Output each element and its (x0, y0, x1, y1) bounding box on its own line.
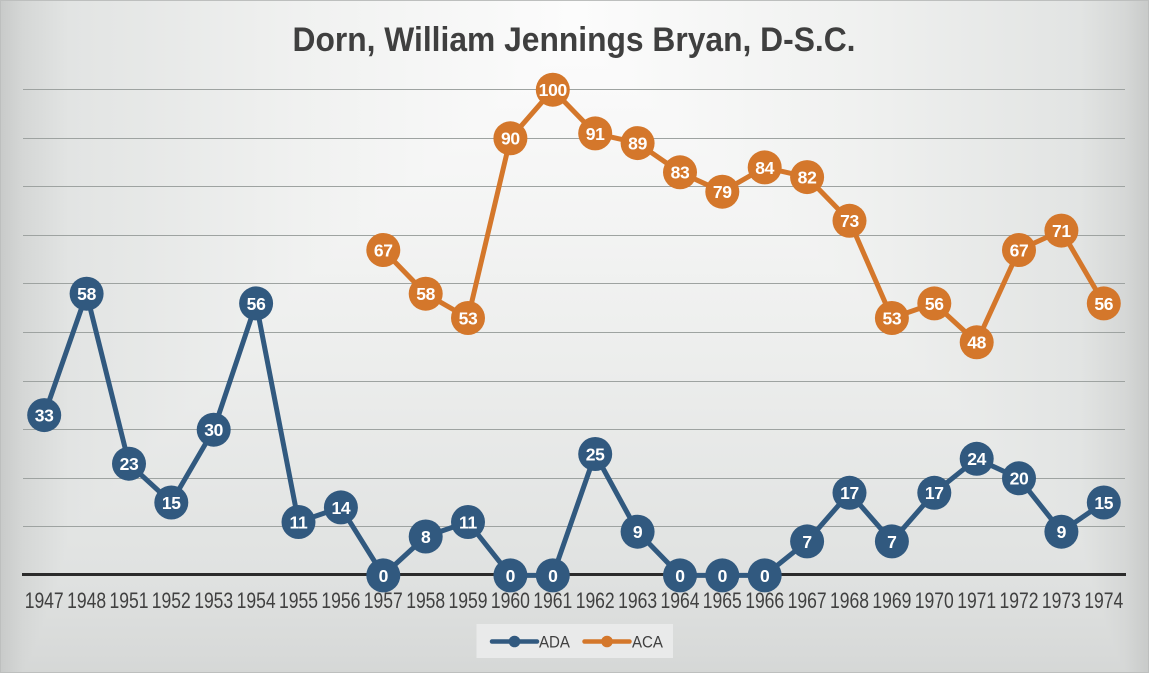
svg-text:1956: 1956 (321, 588, 360, 613)
svg-text:17: 17 (925, 483, 944, 503)
svg-text:Dorn, William Jennings Bryan,: Dorn, William Jennings Bryan, D-S.C. (293, 21, 856, 59)
svg-text:1954: 1954 (237, 588, 276, 613)
svg-text:53: 53 (459, 308, 478, 328)
svg-text:1968: 1968 (830, 588, 869, 613)
svg-text:11: 11 (290, 512, 308, 532)
svg-text:1953: 1953 (194, 588, 233, 613)
svg-text:11: 11 (459, 512, 477, 532)
svg-text:91: 91 (586, 124, 605, 144)
svg-text:7: 7 (887, 532, 896, 552)
svg-text:ADA: ADA (539, 633, 571, 652)
svg-text:17: 17 (840, 483, 859, 503)
svg-text:89: 89 (628, 134, 647, 154)
svg-text:58: 58 (416, 284, 435, 304)
svg-text:1972: 1972 (1000, 588, 1039, 613)
svg-text:1971: 1971 (957, 588, 996, 613)
svg-text:0: 0 (675, 566, 685, 586)
svg-text:79: 79 (713, 182, 732, 202)
svg-text:100: 100 (539, 80, 568, 100)
svg-text:1947: 1947 (25, 588, 64, 613)
svg-text:56: 56 (1094, 294, 1113, 314)
svg-text:48: 48 (967, 333, 986, 353)
svg-text:1958: 1958 (406, 588, 445, 613)
svg-text:1963: 1963 (618, 588, 657, 613)
svg-text:67: 67 (1010, 240, 1029, 260)
svg-text:25: 25 (586, 444, 605, 464)
svg-text:0: 0 (760, 566, 770, 586)
svg-text:0: 0 (506, 566, 516, 586)
svg-text:ACA: ACA (632, 633, 664, 652)
svg-text:0: 0 (548, 566, 558, 586)
svg-text:73: 73 (840, 211, 859, 231)
svg-text:90: 90 (501, 129, 520, 149)
svg-text:1955: 1955 (279, 588, 318, 613)
svg-text:1962: 1962 (576, 588, 615, 613)
svg-text:15: 15 (1094, 493, 1113, 513)
svg-text:1952: 1952 (152, 588, 191, 613)
svg-text:71: 71 (1052, 221, 1071, 241)
svg-text:30: 30 (204, 420, 223, 440)
svg-text:24: 24 (967, 449, 986, 469)
svg-text:20: 20 (1010, 469, 1029, 489)
svg-text:1966: 1966 (745, 588, 784, 613)
svg-text:1960: 1960 (491, 588, 530, 613)
svg-text:56: 56 (925, 294, 944, 314)
svg-text:1961: 1961 (533, 588, 572, 613)
svg-text:0: 0 (379, 566, 389, 586)
svg-text:84: 84 (755, 158, 774, 178)
svg-text:1951: 1951 (110, 588, 149, 613)
svg-text:33: 33 (35, 406, 54, 426)
svg-text:58: 58 (77, 284, 96, 304)
svg-text:8: 8 (421, 527, 431, 547)
svg-text:1959: 1959 (449, 588, 488, 613)
svg-text:1974: 1974 (1084, 588, 1123, 613)
svg-text:1964: 1964 (661, 588, 700, 613)
svg-text:1957: 1957 (364, 588, 403, 613)
svg-text:53: 53 (882, 308, 901, 328)
svg-text:7: 7 (802, 532, 811, 552)
svg-text:82: 82 (798, 168, 817, 188)
svg-text:23: 23 (120, 454, 139, 474)
svg-text:1970: 1970 (915, 588, 954, 613)
svg-text:1965: 1965 (703, 588, 742, 613)
svg-text:15: 15 (162, 493, 181, 513)
svg-text:0: 0 (718, 566, 728, 586)
svg-text:1948: 1948 (67, 588, 106, 613)
svg-text:1969: 1969 (872, 588, 911, 613)
svg-text:56: 56 (247, 294, 266, 314)
svg-text:14: 14 (331, 498, 350, 518)
svg-text:1967: 1967 (788, 588, 827, 613)
svg-text:83: 83 (671, 163, 690, 183)
svg-text:67: 67 (374, 240, 393, 260)
svg-text:9: 9 (633, 522, 643, 542)
svg-text:1973: 1973 (1042, 588, 1081, 613)
svg-text:9: 9 (1057, 522, 1067, 542)
